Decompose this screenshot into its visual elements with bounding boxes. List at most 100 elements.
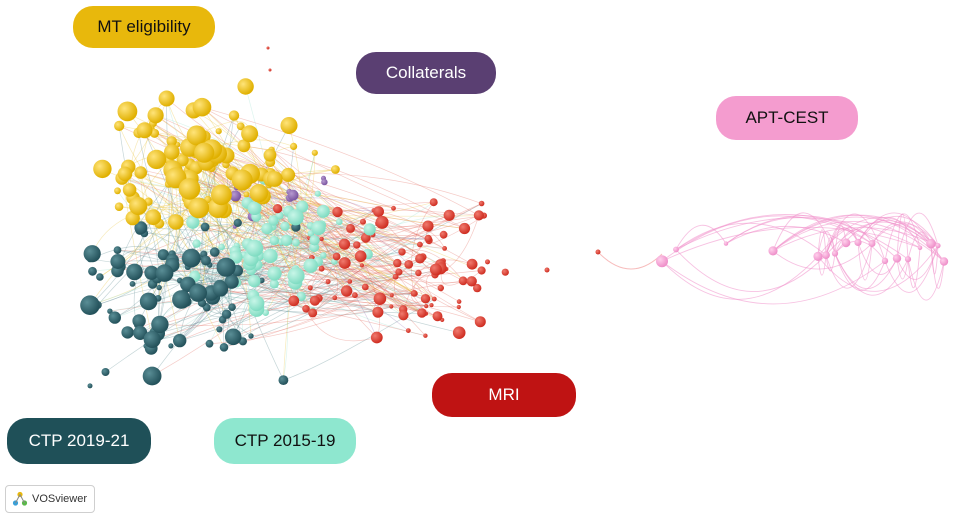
node-mt-eligibility <box>117 101 138 122</box>
apt-cest-edge <box>825 229 859 256</box>
network-edge <box>270 175 297 276</box>
node-mri <box>347 279 353 284</box>
node-mri <box>424 234 432 243</box>
network-edge <box>195 167 313 314</box>
node-apt-cest <box>904 256 912 263</box>
cluster-label-mri[interactable]: MRI <box>432 373 576 417</box>
node-mri <box>420 294 431 304</box>
network-edge <box>223 256 424 348</box>
network-edge <box>279 215 423 314</box>
node-mt-eligibility <box>331 165 340 174</box>
network-edge <box>271 149 347 245</box>
node-ctp-2019-21 <box>216 257 236 277</box>
node-mri <box>443 209 455 221</box>
cluster-label-apt-cest[interactable]: APT-CEST <box>716 96 858 140</box>
network-edge <box>361 226 429 267</box>
network-edge <box>237 222 426 300</box>
apt-cest-edge <box>834 253 909 296</box>
node-mt-eligibility <box>188 197 210 219</box>
cluster-label-collaterals[interactable]: Collaterals <box>356 52 496 94</box>
network-edge <box>187 266 459 308</box>
apt-cest-edge <box>857 242 873 281</box>
node-ctp-2015-19 <box>287 267 305 285</box>
node-mri <box>429 263 442 276</box>
network-edge <box>196 243 392 307</box>
node-mri <box>398 248 406 256</box>
network-edge <box>321 238 399 275</box>
node-ctp-2019-21 <box>259 277 265 284</box>
node-mri <box>360 232 371 243</box>
network-edge <box>269 162 313 258</box>
node-apt-cest <box>822 251 830 259</box>
cluster-label-mt-eligibility[interactable]: MT eligibility <box>73 6 215 48</box>
node-mt-eligibility <box>93 159 112 179</box>
node-mri <box>361 283 369 291</box>
node-ctp-2015-19 <box>314 190 321 197</box>
node-mt-eligibility <box>134 166 147 179</box>
node-ctp-2019-21 <box>219 343 229 352</box>
node-mri <box>452 326 466 340</box>
node-mri <box>429 198 438 207</box>
node-mri <box>439 230 448 239</box>
node-ctp-2019-21 <box>132 314 146 328</box>
network-edge <box>159 298 435 326</box>
network-edge <box>201 153 218 289</box>
network-edge <box>223 203 482 348</box>
network-edge <box>140 172 181 341</box>
network-edge <box>211 271 399 294</box>
node-mri <box>424 304 429 309</box>
network-edge <box>102 168 221 191</box>
node-mt-eligibility <box>178 178 201 200</box>
network-edge <box>262 196 409 265</box>
node-ctp-2015-19 <box>192 239 201 248</box>
node-ctp-2019-21 <box>221 309 232 319</box>
node-outlier <box>268 68 272 72</box>
apt-cest-edge <box>825 213 886 262</box>
network-edge <box>119 211 338 267</box>
node-ctp-2015-19 <box>303 258 318 273</box>
apt-cest-edge <box>675 224 727 250</box>
node-mri <box>458 222 471 235</box>
node-mri <box>338 257 351 269</box>
node-ctp-2019-21 <box>233 218 242 227</box>
node-mri <box>318 265 325 272</box>
network-edge <box>140 227 310 239</box>
network-edge <box>118 125 249 265</box>
node-ctp-2019-21 <box>101 368 110 376</box>
node-mri <box>478 200 485 207</box>
node-ctp-2015-19 <box>268 215 279 226</box>
apt-cest-edge <box>907 259 945 301</box>
node-mri <box>466 276 477 287</box>
network-edge <box>269 154 398 264</box>
node-mri <box>474 316 486 328</box>
network-edge <box>253 261 335 296</box>
network-nodes <box>80 46 949 389</box>
node-apt-cest <box>813 251 823 261</box>
network-edge <box>201 288 414 298</box>
node-outlier <box>595 249 601 255</box>
network-edge <box>274 215 480 245</box>
cluster-label-ctp-2015-19[interactable]: CTP 2015-19 <box>214 418 356 464</box>
node-mt-eligibility <box>114 187 121 195</box>
node-apt-cest <box>892 254 902 263</box>
vosviewer-badge: VOSviewer <box>5 485 95 513</box>
node-apt-cest <box>841 238 851 248</box>
node-mri <box>415 269 422 277</box>
network-edge <box>344 243 421 312</box>
node-mt-eligibility <box>194 142 215 163</box>
node-ctp-2019-21 <box>224 328 242 346</box>
node-mt-eligibility <box>122 183 137 197</box>
node-ctp-2019-21 <box>228 303 236 312</box>
cluster-label-ctp-2019-21[interactable]: CTP 2019-21 <box>7 418 151 464</box>
node-mri <box>431 296 437 302</box>
network-edge <box>232 146 294 337</box>
node-mri <box>458 276 468 286</box>
network-edge <box>223 209 423 314</box>
node-ctp-2015-19 <box>296 291 306 302</box>
node-mri <box>473 283 482 293</box>
network-edge <box>89 221 176 306</box>
node-ctp-2019-21 <box>181 248 201 268</box>
node-ctp-2019-21 <box>121 326 134 339</box>
network-edge <box>175 221 233 308</box>
node-mt-eligibility <box>290 142 298 150</box>
